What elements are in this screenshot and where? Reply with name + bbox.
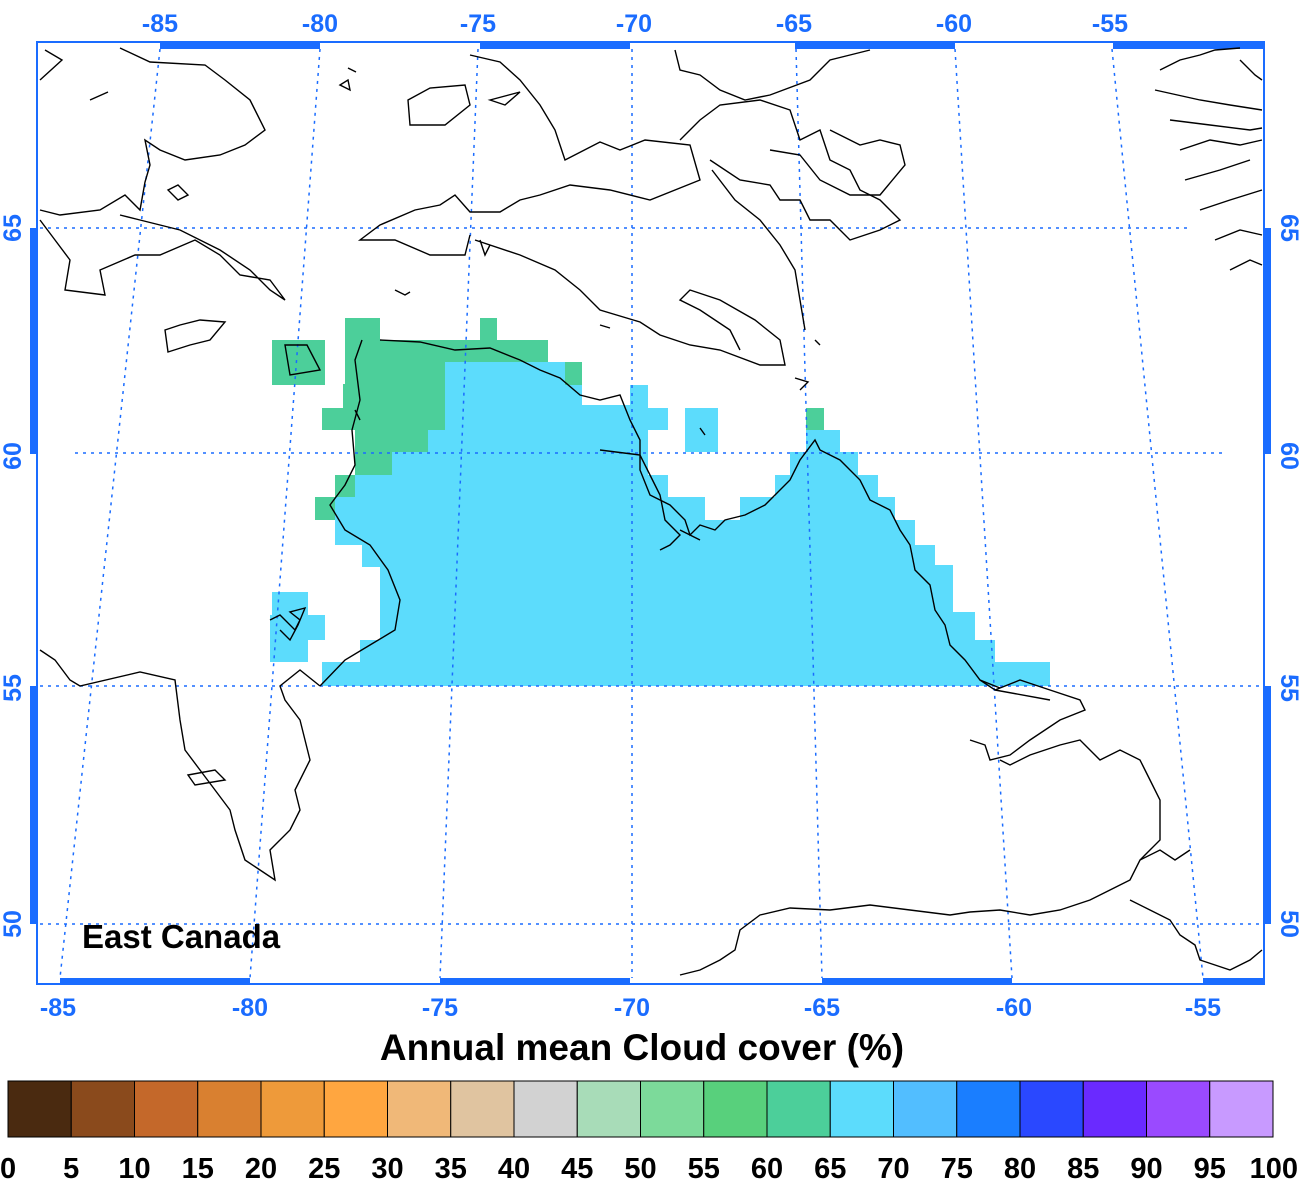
map-title: Annual mean Cloud cover (%): [379, 1027, 905, 1068]
lon-tick-bottom: -70: [614, 994, 650, 1022]
colorbar-label: 80: [1004, 1153, 1036, 1185]
lon-ticks-bottom: -85 -80 -75 -70 -65 -60 -55: [40, 994, 1221, 1022]
colorbar-label: 90: [1130, 1153, 1162, 1185]
graticule: [40, 48, 1262, 979]
lon-ticks-top: -85 -80 -75 -70 -65 -60 -55: [142, 10, 1128, 38]
colorbar-label: 40: [498, 1153, 530, 1185]
colorbar-swatch: [1209, 1080, 1274, 1138]
cloud-field: [270, 318, 1050, 686]
lon-tick-bottom: -60: [996, 994, 1032, 1022]
colorbar-swatch: [134, 1080, 199, 1138]
lon-tick-top: -85: [142, 10, 178, 38]
lon-tick-bottom: -80: [232, 994, 268, 1022]
colorbar-swatch: [513, 1080, 578, 1138]
colorbar-swatch: [576, 1080, 641, 1138]
colorbar-swatch: [387, 1080, 452, 1138]
coastlines: [39, 47, 1263, 976]
lat-tick-left: 65: [0, 214, 27, 242]
colorbar-swatch: [893, 1080, 958, 1138]
colorbar-label: 35: [435, 1153, 467, 1185]
colorbar-label: 20: [245, 1153, 277, 1185]
colorbar-swatch: [1019, 1080, 1084, 1138]
colorbar-swatch: [640, 1080, 705, 1138]
lon-tick-top: -70: [616, 10, 652, 38]
lon-tick-top: -55: [1092, 10, 1128, 38]
colorbar-swatch: [450, 1080, 515, 1138]
colorbar-swatch: [323, 1080, 388, 1138]
lon-tick-bottom: -65: [804, 994, 840, 1022]
frame-segments: [30, 42, 1271, 985]
colorbar-label: 100: [1250, 1153, 1298, 1185]
cloud-field-65-70: [270, 362, 1050, 686]
colorbar-swatch: [766, 1080, 831, 1138]
colorbar-swatch: [260, 1080, 325, 1138]
cloud-field-60-65: [272, 318, 824, 520]
colorbar-swatch: [1082, 1080, 1147, 1138]
colorbar-swatch: [829, 1080, 894, 1138]
colorbar-label: 60: [751, 1153, 783, 1185]
colorbar: [7, 1080, 1274, 1138]
lat-tick-left: 50: [0, 910, 27, 938]
lat-tick-left: 60: [0, 442, 27, 470]
colorbar-label: 50: [624, 1153, 656, 1185]
colorbar-label: 75: [941, 1153, 973, 1185]
colorbar-swatch: [956, 1080, 1021, 1138]
colorbar-label: 0: [0, 1153, 16, 1185]
colorbar-swatch: [70, 1080, 135, 1138]
colorbar-swatch: [703, 1080, 768, 1138]
colorbar-label: 85: [1067, 1153, 1099, 1185]
lon-tick-bottom: -75: [422, 994, 458, 1022]
colorbar-label: 25: [308, 1153, 340, 1185]
colorbar-label: 55: [688, 1153, 720, 1185]
lon-tick-bottom: -55: [1185, 994, 1221, 1022]
lat-ticks-right: 65 60 55 50: [1275, 214, 1300, 938]
lat-tick-right: 55: [1275, 674, 1300, 702]
lat-tick-right: 60: [1275, 442, 1300, 470]
colorbar-label: 45: [561, 1153, 593, 1185]
colorbar-swatch: [7, 1080, 72, 1138]
lon-tick-top: -75: [460, 10, 496, 38]
colorbar-label: 95: [1194, 1153, 1226, 1185]
colorbar-label: 70: [877, 1153, 909, 1185]
colorbar-label: 5: [63, 1153, 79, 1185]
colorbar-label: 10: [118, 1153, 150, 1185]
region-label: East Canada: [82, 918, 281, 955]
lon-tick-top: -65: [776, 10, 812, 38]
lon-tick-top: -80: [302, 10, 338, 38]
colorbar-label: 30: [371, 1153, 403, 1185]
lat-ticks-left: 65 60 55 50: [0, 214, 27, 938]
colorbar-label: 65: [814, 1153, 846, 1185]
lat-tick-left: 55: [0, 674, 27, 702]
lon-tick-top: -60: [936, 10, 972, 38]
colorbar-swatch: [1146, 1080, 1211, 1138]
lat-tick-right: 50: [1275, 910, 1300, 938]
lat-tick-right: 65: [1275, 214, 1300, 242]
colorbar-labels: 0 5 10 15 20 25 30 35 40 45 50 55 60 65 70 75 80 85 90 95 10…: [0, 1153, 1298, 1185]
lon-tick-bottom: -85: [40, 994, 76, 1022]
colorbar-swatch: [197, 1080, 262, 1138]
colorbar-label: 15: [182, 1153, 214, 1185]
